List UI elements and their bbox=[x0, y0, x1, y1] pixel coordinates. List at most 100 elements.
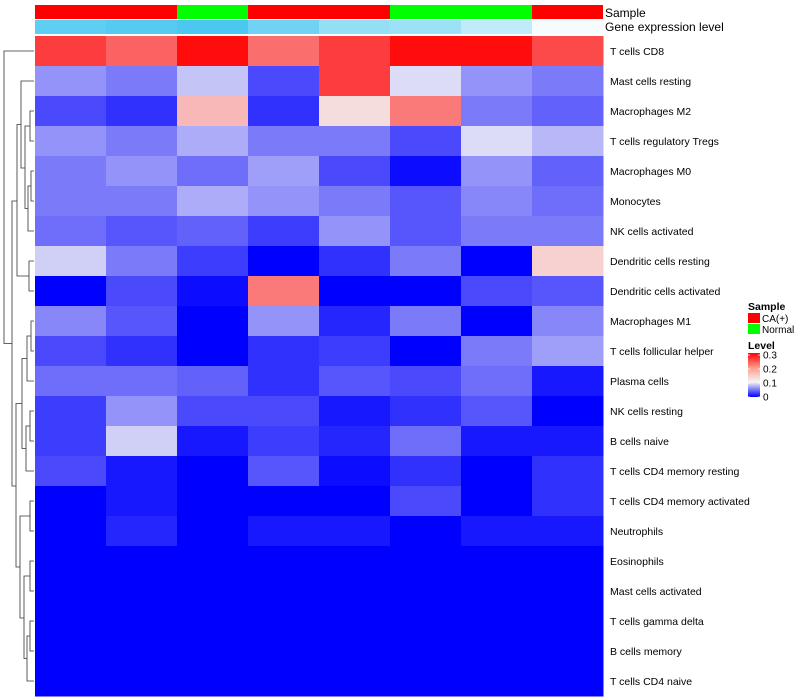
heatmap-cell bbox=[532, 516, 604, 547]
heatmap-cell bbox=[532, 366, 604, 397]
heatmap-cell bbox=[248, 366, 320, 397]
heatmap-cell bbox=[106, 396, 178, 427]
heatmap-cell bbox=[319, 636, 391, 667]
heatmap-cell bbox=[461, 276, 533, 307]
heatmap-cell bbox=[461, 426, 533, 457]
heatmap-cell bbox=[177, 336, 249, 367]
heatmap-cell bbox=[248, 96, 320, 127]
heatmap-cell bbox=[532, 426, 604, 457]
heatmap-cell bbox=[390, 636, 462, 667]
sample-annotation-cell bbox=[461, 5, 532, 19]
level-colorbar bbox=[748, 353, 760, 397]
heatmap-cell bbox=[35, 546, 107, 577]
heatmap-cell bbox=[177, 606, 249, 637]
expression-annotation-cell bbox=[390, 20, 461, 34]
heatmap-cell bbox=[319, 96, 391, 127]
row-label: Macrophages M1 bbox=[610, 316, 691, 328]
heatmap-cell bbox=[390, 456, 462, 487]
heatmap-cell bbox=[532, 36, 604, 67]
heatmap-cell bbox=[106, 636, 178, 667]
heatmap-cell bbox=[390, 606, 462, 637]
heatmap-cell bbox=[177, 636, 249, 667]
expression-annotation-cell bbox=[248, 20, 319, 34]
heatmap-cell bbox=[319, 66, 391, 97]
heatmap-cell bbox=[532, 336, 604, 367]
legend-tick-label: 0.2 bbox=[763, 365, 777, 376]
row-label: T cells regulatory Tregs bbox=[610, 136, 719, 148]
row-label: Mast cells activated bbox=[610, 586, 702, 598]
heatmap-cell bbox=[177, 486, 249, 517]
heatmap-cell bbox=[390, 366, 462, 397]
heatmap-cell bbox=[248, 666, 320, 697]
heatmap-cell bbox=[319, 456, 391, 487]
annotation-label-sample: Sample bbox=[605, 6, 646, 20]
heatmap-cell bbox=[106, 96, 178, 127]
heatmap-cell bbox=[35, 456, 107, 487]
heatmap-cell bbox=[390, 516, 462, 547]
legend-level-title: Level bbox=[748, 340, 775, 352]
heatmap-cell bbox=[106, 456, 178, 487]
row-dendrogram bbox=[3, 50, 34, 682]
dendrogram-branch bbox=[26, 335, 34, 382]
heatmap-cell bbox=[461, 246, 533, 277]
heatmap-cell bbox=[319, 126, 391, 157]
legend-entry-label: CA(+) bbox=[762, 314, 788, 325]
heatmap-cell bbox=[532, 666, 604, 697]
legend: Sample CA(+)Normal Level 0.3 0.2 0.1 0 bbox=[748, 301, 794, 404]
heatmap-cell bbox=[461, 186, 533, 217]
row-label: Dendritic cells activated bbox=[610, 286, 720, 298]
heatmap-cell bbox=[248, 246, 320, 277]
row-label: Eosinophils bbox=[610, 556, 664, 568]
dendrogram-branch bbox=[3, 50, 34, 344]
heatmap-cell bbox=[35, 186, 107, 217]
heatmap-cell bbox=[248, 66, 320, 97]
legend-sample-title: Sample bbox=[748, 301, 786, 313]
row-label: Dendritic cells resting bbox=[610, 256, 710, 268]
heatmap-cell bbox=[532, 156, 604, 187]
heatmap-cell bbox=[319, 336, 391, 367]
heatmap-cell bbox=[390, 96, 462, 127]
annotation-tracks bbox=[35, 5, 603, 34]
heatmap-cell bbox=[319, 246, 391, 277]
heatmap-cell bbox=[461, 546, 533, 577]
heatmap-cell bbox=[461, 456, 533, 487]
heatmap-cell bbox=[319, 366, 391, 397]
row-label: NK cells resting bbox=[610, 406, 683, 418]
heatmap-cell bbox=[35, 396, 107, 427]
heatmap-cell bbox=[390, 306, 462, 337]
heatmap-cell bbox=[106, 276, 178, 307]
expression-annotation-cell bbox=[461, 20, 532, 34]
dendrogram-branch bbox=[29, 620, 34, 652]
heatmap-cell bbox=[532, 546, 604, 577]
heatmap-cell bbox=[461, 306, 533, 337]
heatmap-cell bbox=[319, 486, 391, 517]
heatmap-cell bbox=[35, 666, 107, 697]
heatmap-cell bbox=[106, 366, 178, 397]
heatmap-cell bbox=[106, 666, 178, 697]
heatmap-cell bbox=[35, 486, 107, 517]
heatmap-cell bbox=[461, 636, 533, 667]
heatmap-cell bbox=[35, 96, 107, 127]
row-label: T cells gamma delta bbox=[610, 616, 704, 628]
heatmap-cell bbox=[390, 396, 462, 427]
heatmap-cell bbox=[106, 336, 178, 367]
heatmap-cell bbox=[532, 306, 604, 337]
dendrogram-branch bbox=[23, 575, 30, 659]
heatmap-cell bbox=[532, 276, 604, 307]
heatmap-cell bbox=[390, 426, 462, 457]
heatmap-cell bbox=[177, 546, 249, 577]
heatmap-cell bbox=[461, 366, 533, 397]
row-label: B cells memory bbox=[610, 646, 683, 658]
heatmap-cell bbox=[319, 546, 391, 577]
heatmap-cell bbox=[390, 486, 462, 517]
heatmap-cell bbox=[532, 606, 604, 637]
heatmap-cell bbox=[390, 666, 462, 697]
heatmap-cell bbox=[248, 606, 320, 637]
heatmap-cell bbox=[461, 96, 533, 127]
heatmap-cell bbox=[35, 66, 107, 97]
heatmap-cell bbox=[319, 516, 391, 547]
expression-annotation-cell bbox=[319, 20, 390, 34]
heatmap-cell bbox=[248, 516, 320, 547]
heatmap-cell bbox=[248, 426, 320, 457]
heatmap-cell bbox=[248, 306, 320, 337]
